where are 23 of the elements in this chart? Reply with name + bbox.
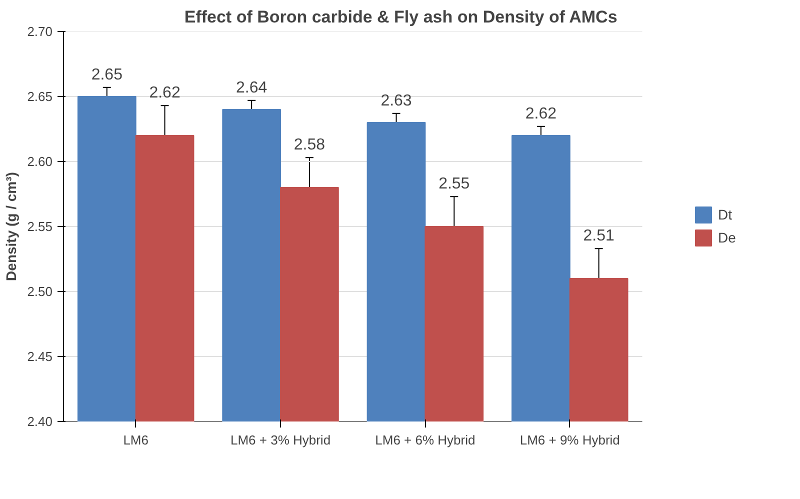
y-tick-label: 2.55 <box>27 219 53 234</box>
data-label: 2.62 <box>149 84 180 102</box>
legend-label: De <box>718 230 737 246</box>
data-label: 2.51 <box>583 228 614 245</box>
y-tick-label: 2.40 <box>27 414 53 429</box>
x-tick-label: LM6 + 9% Hybrid <box>520 432 620 448</box>
legend-label: Dt <box>718 206 733 222</box>
data-label: 2.55 <box>438 176 470 193</box>
data-label: 2.58 <box>294 136 326 154</box>
y-tick-label: 2.50 <box>27 284 53 299</box>
x-tick-label: LM6 <box>123 432 148 448</box>
data-label: 2.63 <box>380 92 412 110</box>
y-tick-label: 2.60 <box>27 154 53 169</box>
data-label: 2.64 <box>236 79 268 96</box>
y-axis-title: Density (g / cm³) <box>3 172 20 281</box>
data-label: 2.62 <box>525 105 557 122</box>
x-tick-label: LM6 + 3% Hybrid <box>230 432 331 448</box>
x-tick-label: LM6 + 6% Hybrid <box>375 432 476 448</box>
y-tick-label: 2.45 <box>27 349 53 364</box>
data-label: 2.65 <box>91 66 123 84</box>
chart-title: Effect of Boron carbide & Fly ash on Density of AMCs <box>184 8 618 26</box>
y-tick-label: 2.65 <box>27 89 53 104</box>
y-tick-label: 2.70 <box>27 24 53 39</box>
